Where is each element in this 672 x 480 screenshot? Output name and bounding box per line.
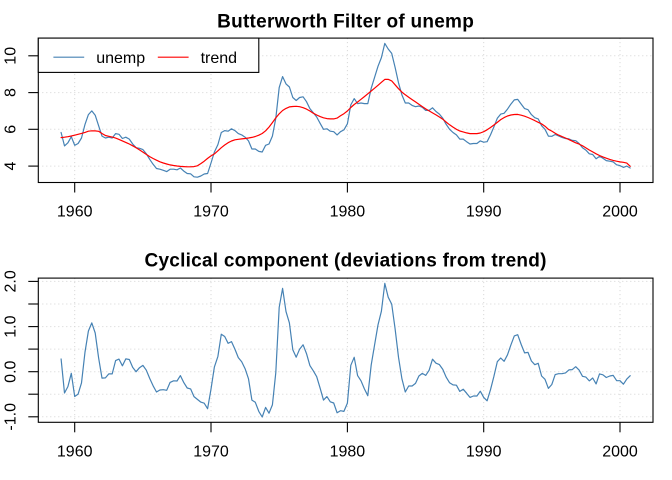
svg-text:Cyclical component (deviations: Cyclical component (deviations from tren… bbox=[145, 250, 547, 271]
svg-text:1970: 1970 bbox=[193, 204, 229, 221]
svg-text:0.0: 0.0 bbox=[3, 360, 20, 382]
svg-text:1960: 1960 bbox=[57, 444, 93, 461]
svg-text:trend: trend bbox=[201, 50, 237, 67]
svg-text:4: 4 bbox=[3, 162, 20, 171]
svg-text:1980: 1980 bbox=[330, 444, 366, 461]
svg-text:2000: 2000 bbox=[602, 204, 638, 221]
svg-text:2.0: 2.0 bbox=[3, 270, 20, 292]
svg-text:8: 8 bbox=[3, 88, 20, 97]
svg-text:1990: 1990 bbox=[466, 444, 502, 461]
svg-text:1990: 1990 bbox=[466, 204, 502, 221]
svg-text:10: 10 bbox=[3, 47, 20, 65]
svg-text:2000: 2000 bbox=[602, 444, 638, 461]
svg-text:unemp: unemp bbox=[96, 50, 145, 67]
svg-text:1.0: 1.0 bbox=[3, 315, 20, 337]
svg-text:-1.0: -1.0 bbox=[3, 403, 20, 431]
svg-text:1980: 1980 bbox=[330, 204, 366, 221]
svg-text:1960: 1960 bbox=[57, 204, 93, 221]
svg-text:Butterworth Filter of unemp: Butterworth Filter of unemp bbox=[217, 11, 474, 32]
svg-text:1970: 1970 bbox=[193, 444, 229, 461]
svg-text:6: 6 bbox=[3, 125, 20, 134]
